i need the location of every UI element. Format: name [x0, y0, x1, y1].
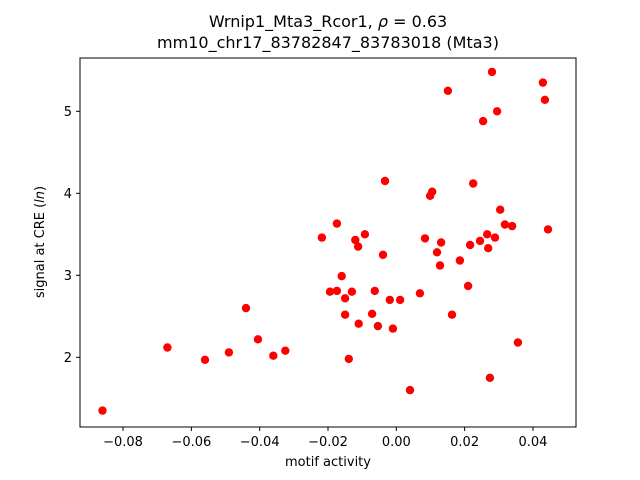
x-tick-label: −0.06 — [171, 435, 211, 450]
data-point — [332, 286, 342, 296]
data-point — [496, 205, 505, 214]
data-point — [463, 281, 473, 291]
data-point — [485, 373, 495, 382]
data-point — [484, 244, 493, 253]
data-point — [487, 67, 497, 77]
data-point — [367, 309, 377, 318]
data-point — [538, 78, 548, 87]
x-tick-label: 0.04 — [518, 435, 547, 450]
y-tick-label: 4 — [64, 187, 72, 202]
data-point — [380, 176, 390, 186]
data-point — [455, 256, 465, 265]
y-axis-label: signal at CRE (ln) — [33, 186, 48, 298]
y-axis-ticks: 2 3 4 5 — [64, 105, 80, 366]
chart-title-line2: mm10_chr17_83782847_83783018 (Mta3) — [157, 33, 499, 53]
data-point — [347, 287, 357, 296]
data-point — [395, 295, 405, 305]
scatter-points — [98, 67, 553, 415]
data-point — [317, 233, 327, 242]
chart-title-prefix: Wrnip1_Mta3_Rcor1, — [209, 12, 378, 32]
x-tick-label: 0.02 — [450, 435, 479, 450]
x-axis-label: motif activity — [285, 455, 371, 470]
data-point — [435, 261, 445, 270]
data-point — [415, 289, 425, 298]
data-point — [281, 346, 290, 355]
data-point — [378, 250, 388, 259]
data-point — [344, 354, 353, 364]
data-point — [241, 303, 251, 313]
x-axis-ticks: −0.08 −0.06 −0.04 −0.02 0.00 0.02 0.04 — [103, 427, 547, 450]
data-point — [540, 95, 550, 105]
data-point — [98, 406, 107, 415]
data-point — [340, 310, 350, 319]
data-point — [253, 335, 263, 344]
rho-symbol: ρ — [378, 12, 388, 31]
data-point — [200, 355, 210, 364]
data-point — [513, 338, 523, 347]
y-axis-label-prefix: signal at CRE ( — [33, 203, 48, 298]
data-point — [475, 236, 485, 246]
y-tick-label: 2 — [64, 351, 72, 366]
data-point — [507, 221, 517, 231]
data-point — [354, 319, 363, 328]
data-point — [373, 321, 383, 331]
data-point — [351, 235, 360, 245]
x-tick-label: 0.00 — [382, 435, 411, 450]
data-point — [478, 116, 488, 126]
data-point — [325, 287, 335, 296]
data-point — [332, 219, 342, 228]
data-point — [269, 351, 278, 360]
data-point — [360, 230, 370, 239]
y-tick-label: 5 — [64, 105, 72, 120]
data-point — [224, 348, 234, 357]
data-point — [465, 240, 475, 250]
x-tick-label: −0.02 — [308, 435, 348, 450]
data-point — [340, 294, 350, 303]
data-point — [447, 310, 457, 319]
data-point — [370, 286, 379, 296]
data-point — [405, 385, 415, 395]
data-point — [500, 220, 510, 229]
x-tick-label: −0.08 — [103, 435, 143, 450]
data-point — [543, 225, 553, 234]
chart-title-line1: Wrnip1_Mta3_Rcor1, ρ = 0.63 — [209, 12, 447, 32]
plot-border — [79, 57, 577, 428]
data-point — [490, 233, 500, 242]
y-tick-label: 3 — [64, 269, 72, 284]
data-point — [428, 187, 437, 196]
data-point — [337, 271, 346, 281]
data-point — [353, 242, 363, 251]
data-point — [483, 230, 492, 239]
chart-title-suffix: = 0.63 — [388, 12, 447, 31]
data-point — [385, 295, 394, 305]
y-axis-label-suffix: ) — [33, 186, 48, 191]
data-point — [388, 324, 398, 333]
data-point — [492, 107, 502, 116]
data-point — [163, 343, 172, 352]
data-point — [436, 238, 446, 247]
data-point — [432, 248, 442, 257]
data-point — [420, 234, 430, 243]
data-point — [469, 179, 478, 188]
y-axis-label-italic: ln — [33, 191, 48, 203]
x-tick-label: −0.04 — [240, 435, 280, 450]
data-point — [443, 86, 453, 96]
